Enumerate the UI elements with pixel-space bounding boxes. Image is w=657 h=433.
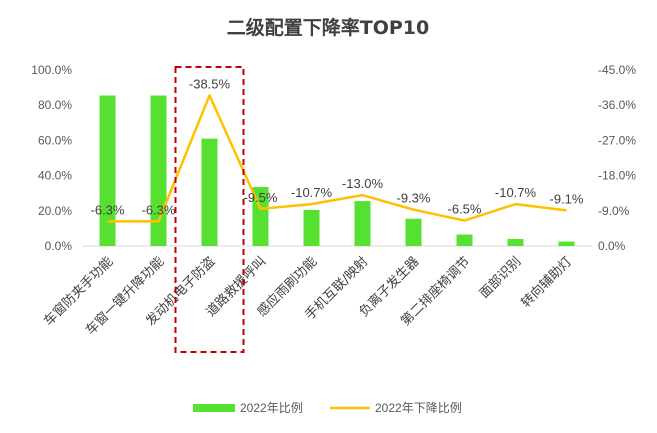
y-right-tick-label: -18.0% [598,169,636,183]
highlight-dashed-box [174,66,245,353]
line-data-label: -13.0% [342,176,384,191]
y-left-tick-label: 100.0% [31,63,72,77]
line-data-label: -10.7% [291,185,333,200]
y-right-tick-label: -36.0% [598,98,636,112]
y-left-tick-label: 80.0% [38,98,72,112]
bars [99,95,575,247]
bar [150,95,167,247]
bar [507,238,524,246]
y-right-tick-label: -27.0% [598,133,636,147]
y-left-tick-label: 40.0% [38,169,72,183]
bar [354,201,371,246]
legend-label-bar: 2022年比例 [240,401,303,415]
line-data-label: -6.5% [448,202,482,217]
legend-swatch-bar [193,404,235,412]
y-right-tick-label: -9.0% [598,204,630,218]
bar [405,218,422,246]
line-data-label: -9.5% [244,190,278,205]
x-category-label: 面部识别 [477,254,524,301]
line-data-label: -6.3% [91,202,125,217]
legend-label-line: 2022年下降比例 [375,401,462,415]
bar [456,234,473,246]
line-data-label: -10.7% [495,185,537,200]
y-left-tick-label: 20.0% [38,204,72,218]
y-left-tick-label: 60.0% [38,133,72,147]
bar [303,209,320,246]
chart-title: 二级配置下降率TOP10 [227,16,429,39]
bar [201,138,218,246]
line-data-label: -9.3% [397,191,431,206]
line-series: -6.3% -6.3% -38.5% -9.5% -10.7% -13.0% -9.3% -6… [91,76,584,223]
highlight-box [174,66,245,353]
x-category-label: 转向辅助灯 [518,254,575,311]
line-data-label: -6.3% [142,202,176,217]
line-data-label: -9.1% [550,191,584,206]
y-right-tick-label: -45.0% [598,63,636,77]
y-right-tick-label: 0.0% [598,239,626,253]
legend: 2022年比例 2022年下降比例 [193,401,462,415]
bar [558,241,575,246]
bar [99,95,116,247]
line-data-label: -38.5% [189,76,231,91]
line-path [107,94,567,223]
y-left-tick-label: 0.0% [45,239,73,253]
